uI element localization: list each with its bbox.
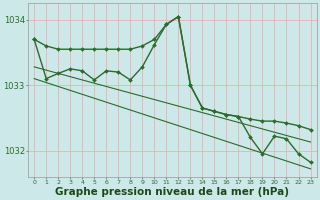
X-axis label: Graphe pression niveau de la mer (hPa): Graphe pression niveau de la mer (hPa) xyxy=(55,187,289,197)
